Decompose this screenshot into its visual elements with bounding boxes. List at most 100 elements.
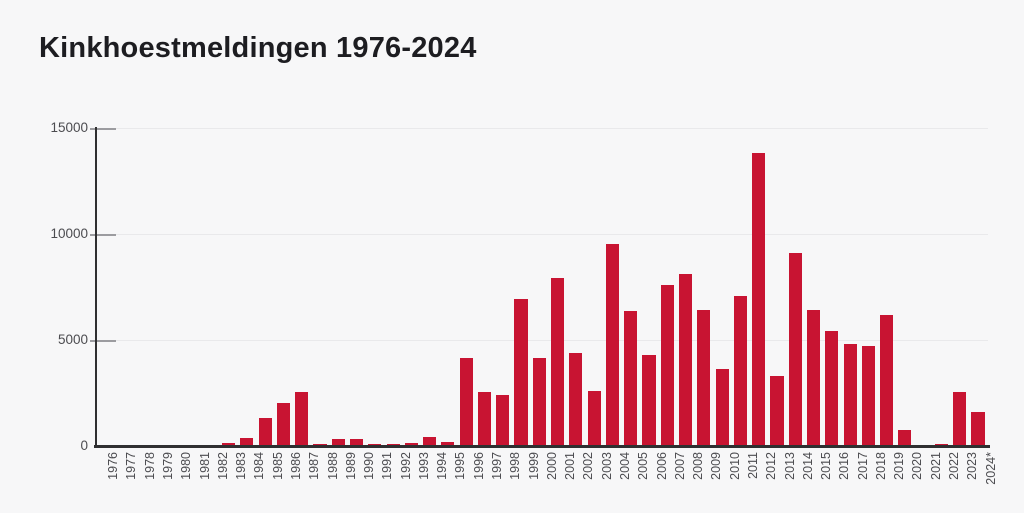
bar [551, 277, 565, 446]
y-axis-label: 5000 [57, 332, 88, 347]
bar [898, 430, 912, 446]
x-axis-label: 2022 [947, 452, 961, 480]
bar [642, 354, 656, 446]
x-axis-label: 1993 [416, 452, 431, 480]
x-axis-label: 2011 [745, 452, 760, 479]
bar [222, 443, 236, 446]
x-axis-label: 2019 [892, 452, 907, 480]
y-axis-spine [94, 127, 97, 448]
x-axis-label: 1991 [380, 452, 395, 480]
x-axis-label: 2007 [672, 452, 687, 480]
bar [660, 284, 674, 446]
bar [514, 298, 528, 446]
y-axis-tick [90, 127, 116, 130]
bar [240, 437, 254, 446]
x-axis-label: 1987 [307, 452, 322, 480]
bar [587, 390, 601, 446]
x-axis-label: 1997 [490, 452, 504, 480]
bar [953, 391, 967, 446]
bar [532, 358, 546, 446]
x-axis-label: 2024* [983, 452, 998, 485]
x-axis-label: 2021 [928, 452, 943, 480]
bar [276, 402, 290, 446]
x-axis-label: 1989 [343, 452, 358, 480]
x-axis-label: 2000 [544, 452, 559, 480]
x-axis-label: 2013 [782, 452, 797, 480]
bar [934, 443, 949, 446]
bar [624, 311, 638, 446]
bar [349, 439, 364, 446]
bar [295, 391, 309, 446]
bar [441, 442, 455, 446]
x-axis-label: 1980 [179, 452, 194, 480]
x-axis-spine [94, 445, 990, 448]
x-axis-label: 2015 [819, 452, 833, 480]
x-axis-label: 1996 [471, 452, 486, 480]
x-axis-label: 2001 [563, 452, 578, 480]
bar [843, 344, 857, 446]
chart-title: Kinkhoestmeldingen 1976-2024 [39, 32, 477, 64]
x-axis-label: 2008 [691, 452, 706, 480]
gridline [95, 340, 988, 341]
x-axis-label: 2012 [764, 452, 779, 480]
x-axis-label: 1992 [398, 452, 413, 480]
bar [258, 418, 272, 446]
y-axis-label: 15000 [50, 120, 88, 135]
x-axis-label: 1998 [508, 452, 523, 480]
bar [569, 352, 583, 446]
bar [605, 243, 619, 446]
x-axis-label: 1976 [106, 452, 121, 480]
x-axis-label: 1981 [197, 452, 212, 480]
bar [825, 330, 839, 446]
x-axis-label: 2017 [855, 452, 870, 480]
x-axis-label: 1978 [142, 452, 157, 480]
x-axis-label: 1986 [288, 452, 303, 480]
bar [496, 395, 510, 446]
x-axis-label: 1990 [362, 452, 376, 480]
bar [386, 443, 400, 446]
y-axis-label: 10000 [50, 226, 88, 241]
x-axis-label: 1983 [234, 452, 249, 480]
x-axis-label: 1999 [526, 452, 541, 480]
x-axis-label: 2006 [654, 452, 669, 480]
y-axis-tick [90, 339, 116, 342]
x-axis-label: 2014 [800, 452, 815, 480]
bar [752, 153, 766, 446]
x-axis-label: 1977 [124, 452, 139, 480]
bar [880, 314, 894, 446]
x-axis-label: 1985 [270, 452, 285, 480]
gridline [95, 234, 988, 235]
bar [770, 376, 784, 446]
x-axis-label: 2005 [636, 452, 651, 480]
bar [697, 310, 711, 446]
x-axis-label: 2023 [965, 452, 980, 480]
x-axis-label: 2003 [599, 452, 614, 480]
x-axis-label: 2010 [727, 452, 742, 480]
bar [861, 346, 875, 446]
bar [733, 295, 747, 446]
bar [477, 391, 492, 446]
bar [679, 274, 693, 446]
bar [806, 310, 821, 446]
x-axis-label: 1995 [453, 452, 468, 480]
bar [715, 368, 729, 446]
x-axis-label: 2016 [837, 452, 852, 480]
x-axis-label: 2002 [581, 452, 596, 480]
x-axis-label: 2009 [709, 452, 724, 480]
bar [331, 439, 345, 446]
x-axis-label: 1984 [252, 452, 267, 480]
x-axis-label: 2020 [910, 452, 925, 480]
bar [459, 358, 473, 446]
gridline [95, 128, 988, 129]
bar [404, 442, 418, 446]
x-axis-label: 1979 [160, 452, 175, 480]
y-axis-label: 0 [80, 438, 88, 453]
x-axis-label: 1982 [215, 452, 230, 480]
bar [971, 412, 985, 446]
x-axis-label: 2004 [617, 452, 632, 480]
x-axis-label: 1994 [435, 452, 450, 480]
x-axis-label: 1988 [325, 452, 340, 480]
bar [788, 253, 802, 446]
